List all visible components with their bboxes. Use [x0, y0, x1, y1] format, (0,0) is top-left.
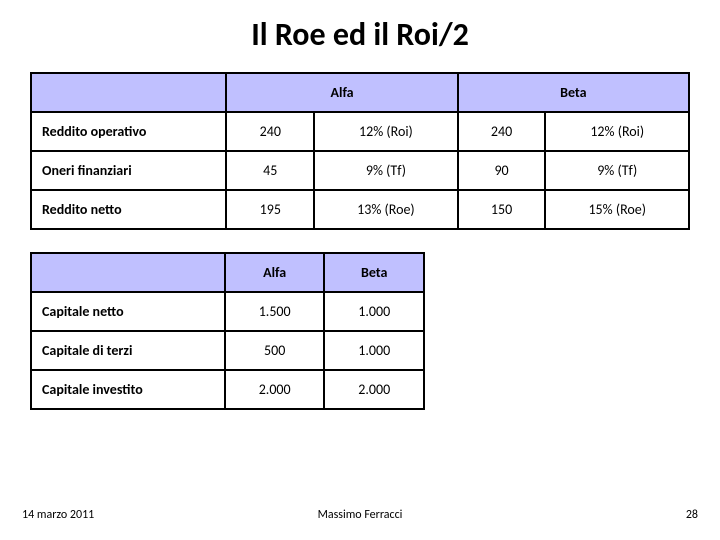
cell: 500 [225, 331, 325, 370]
cell: 2.000 [324, 370, 424, 409]
header-beta: Beta [458, 73, 689, 112]
table-row: Reddito netto 195 13% (Roe) 150 15% (Roe… [31, 190, 689, 229]
cell: 240 [226, 112, 314, 151]
table-financials: Alfa Beta Reddito operativo 240 12% (Roi… [30, 72, 690, 230]
header-empty [31, 73, 226, 112]
header-empty [31, 253, 225, 292]
row-label: Oneri finanziari [31, 151, 226, 190]
cell: 9% (Tf) [545, 151, 689, 190]
table-row: Oneri finanziari 45 9% (Tf) 90 9% (Tf) [31, 151, 689, 190]
row-label: Capitale di terzi [31, 331, 225, 370]
cell: 9% (Tf) [314, 151, 458, 190]
header-beta: Beta [324, 253, 424, 292]
cell: 150 [458, 190, 546, 229]
cell: 15% (Roe) [545, 190, 689, 229]
table-row: Capitale investito 2.000 2.000 [31, 370, 424, 409]
cell: 13% (Roe) [314, 190, 458, 229]
table-header-row: Alfa Beta [31, 73, 689, 112]
cell: 240 [458, 112, 546, 151]
cell: 1.000 [324, 331, 424, 370]
table-capital: Alfa Beta Capitale netto 1.500 1.000 Cap… [30, 252, 425, 410]
table-row: Reddito operativo 240 12% (Roi) 240 12% … [31, 112, 689, 151]
slide-title: Il Roe ed il Roi/2 [30, 15, 690, 54]
cell: 2.000 [225, 370, 325, 409]
cell: 1.000 [324, 292, 424, 331]
table-header-row: Alfa Beta [31, 253, 424, 292]
row-label: Capitale investito [31, 370, 225, 409]
cell: 90 [458, 151, 546, 190]
cell: 12% (Roi) [314, 112, 458, 151]
row-label: Reddito netto [31, 190, 226, 229]
row-label: Capitale netto [31, 292, 225, 331]
slide: Il Roe ed il Roi/2 Alfa Beta Reddito ope… [0, 0, 720, 540]
table-row: Capitale di terzi 500 1.000 [31, 331, 424, 370]
cell: 45 [226, 151, 314, 190]
cell: 1.500 [225, 292, 325, 331]
header-alfa: Alfa [226, 73, 457, 112]
row-label: Reddito operativo [31, 112, 226, 151]
cell: 195 [226, 190, 314, 229]
footer-date: 14 marzo 2011 [22, 508, 94, 522]
cell: 12% (Roi) [545, 112, 689, 151]
table-row: Capitale netto 1.500 1.000 [31, 292, 424, 331]
footer-page: 28 [686, 508, 698, 522]
footer-author: Massimo Ferracci [318, 508, 403, 522]
header-alfa: Alfa [225, 253, 325, 292]
